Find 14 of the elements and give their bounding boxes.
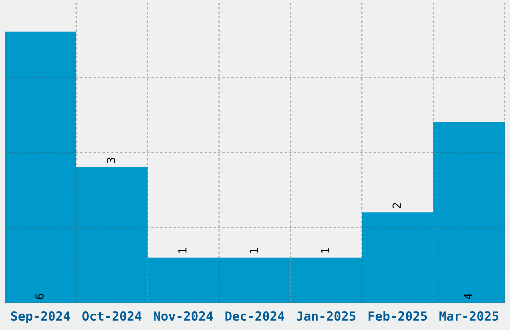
x-tick-label: Nov-2024 [154,312,214,322]
data-label: 3 [106,158,116,164]
data-label: 1 [178,248,187,253]
x-tick-label: Feb-2025 [368,311,428,322]
data-label: 4 [464,294,472,300]
data-label: 6 [36,294,44,300]
x-tick-label: Sep-2024 [11,312,70,324]
data-label: 1 [250,248,258,253]
x-tick-label: Oct-2024 [82,312,142,322]
x-tick-label: Jan-2025 [296,312,356,322]
data-label: 1 [321,248,330,253]
data-label: 2 [392,203,401,208]
x-tick-label: Mar-2025 [440,312,499,322]
x-tick-label: Dec-2024 [226,312,285,322]
